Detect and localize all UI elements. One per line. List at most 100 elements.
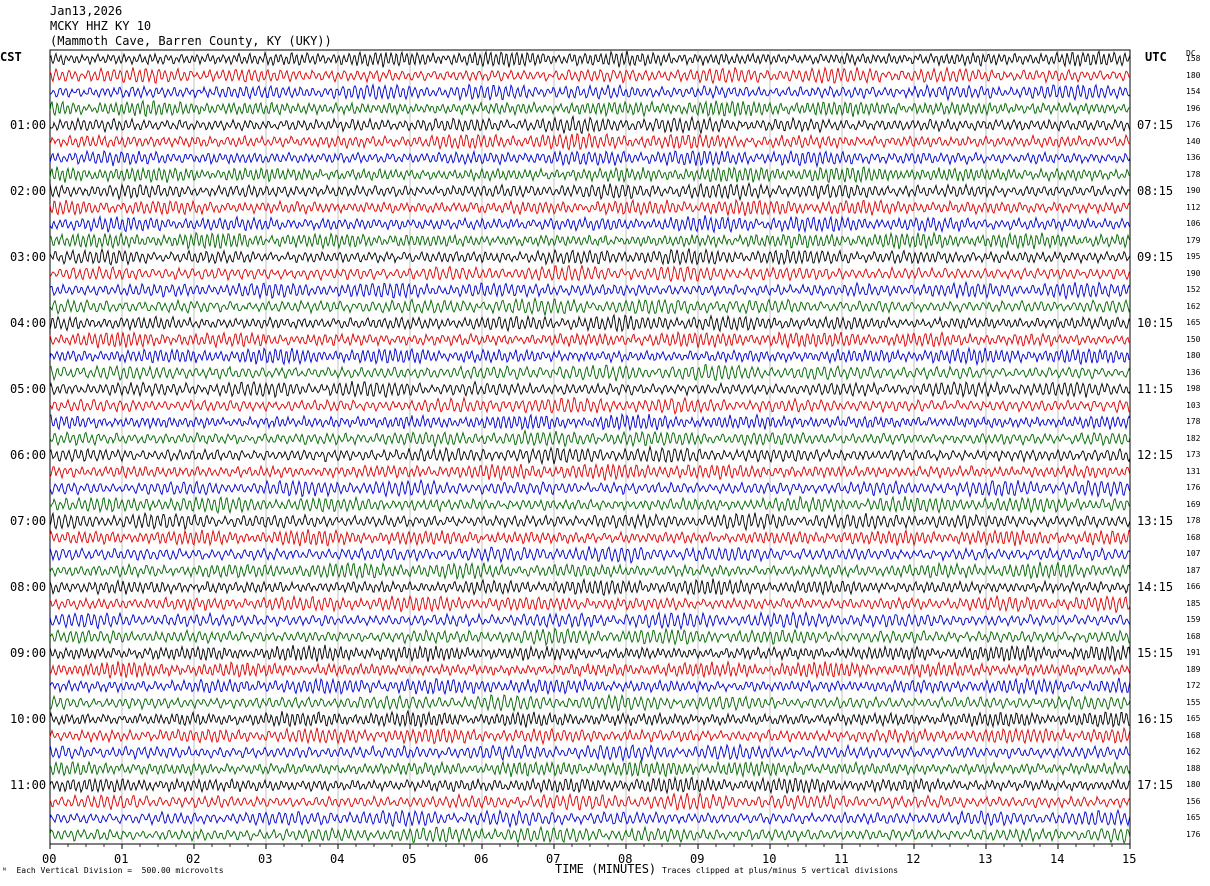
seismic-trace	[49, 825, 1131, 844]
seismic-trace	[49, 775, 1131, 795]
seismic-trace	[49, 528, 1131, 547]
station-location: (Mammoth Cave, Barren County, KY (UKY))	[50, 34, 332, 48]
seismic-trace	[49, 445, 1131, 466]
right-hour-label: 17:15	[1137, 778, 1174, 793]
seismic-trace	[49, 726, 1131, 746]
dc-offset-value: 176	[1186, 483, 1201, 493]
seismic-trace	[49, 644, 1131, 663]
dc-offset-value: 166	[1186, 582, 1201, 592]
dc-offset-value: 198	[1186, 384, 1201, 394]
left-hour-label: 05:00	[10, 382, 47, 397]
seismic-trace	[49, 429, 1131, 449]
left-hour-label: 07:00	[10, 514, 47, 529]
x-tick-label: 12	[906, 852, 921, 866]
left-hour-label: 06:00	[10, 448, 47, 463]
dc-offset-value: 195	[1186, 252, 1201, 262]
dc-offset-value: 155	[1186, 697, 1201, 707]
left-hour-label: 10:00	[10, 712, 47, 727]
dc-offset-value: 156	[1186, 796, 1201, 806]
dc-offset-value: 180	[1186, 780, 1201, 790]
dc-offset-value: 190	[1186, 268, 1201, 278]
dc-offset-value: 178	[1186, 516, 1201, 526]
dc-offset-value: 196	[1186, 103, 1201, 113]
dc-offset-value: 165	[1186, 318, 1201, 328]
seismic-trace	[49, 247, 1131, 266]
dc-offset-value: 162	[1186, 747, 1201, 757]
dc-offset-value: 165	[1186, 813, 1201, 823]
x-tick-label: 00	[42, 852, 57, 866]
seismic-trace	[49, 577, 1131, 597]
seismic-trace	[49, 792, 1131, 811]
plot-date: Jan13,2026	[50, 4, 123, 18]
seismic-trace	[49, 478, 1131, 499]
x-tick-label: 02	[186, 852, 201, 866]
x-tick-label: 04	[330, 852, 345, 866]
seismic-trace	[49, 495, 1131, 515]
left-hour-label: 09:00	[10, 646, 47, 661]
x-tick-label: 15	[1122, 852, 1137, 866]
right-hour-label: 11:15	[1137, 382, 1174, 397]
dc-offset-value: 176	[1186, 120, 1201, 130]
dc-offset-value: 179	[1186, 235, 1201, 245]
dc-offset-value: 162	[1186, 301, 1201, 311]
dc-offset-value: 150	[1186, 334, 1201, 344]
seismic-trace	[49, 214, 1131, 234]
seismic-trace	[49, 346, 1131, 367]
seismic-trace	[49, 660, 1131, 679]
seismic-trace	[49, 758, 1131, 779]
seismic-trace	[49, 50, 1131, 68]
x-tick-label: 08	[618, 852, 633, 866]
dc-offset-value: 131	[1186, 466, 1201, 476]
dc-offset-value: 168	[1186, 631, 1201, 641]
dc-offset-value: 187	[1186, 565, 1201, 575]
x-tick-label: 07	[546, 852, 561, 866]
left-hour-label: 03:00	[10, 250, 47, 265]
x-tick-label: 01	[114, 852, 129, 866]
x-tick-label: 14	[1050, 852, 1065, 866]
right-hour-label: 13:15	[1137, 514, 1174, 529]
seismic-trace	[49, 693, 1131, 713]
dc-offset-value: 103	[1186, 400, 1201, 410]
seismic-trace	[49, 594, 1131, 614]
dc-offset-value: 188	[1186, 763, 1201, 773]
dc-offset-value: 106	[1186, 219, 1201, 229]
dc-offset-value: 178	[1186, 417, 1201, 427]
x-tick-label: 05	[402, 852, 417, 866]
left-hour-label: 04:00	[10, 316, 47, 331]
footer-clip-note: Traces clipped at plus/minus 5 vertical …	[662, 866, 899, 875]
seismic-trace	[49, 166, 1131, 184]
right-hour-label: 10:15	[1137, 316, 1174, 331]
seismic-trace	[49, 545, 1131, 564]
seismic-trace	[49, 114, 1131, 135]
dc-offset-value: 159	[1186, 615, 1201, 625]
seismic-trace	[49, 280, 1131, 301]
dc-offset-value: 178	[1186, 169, 1201, 179]
seismic-trace	[49, 149, 1131, 169]
dc-offset-value: 158	[1186, 54, 1201, 64]
dc-offset-value: 172	[1186, 681, 1201, 691]
right-hour-label: 14:15	[1137, 580, 1174, 595]
dc-offset-value: 136	[1186, 153, 1201, 163]
seismic-trace	[49, 610, 1131, 631]
right-hour-label: 09:15	[1137, 250, 1174, 265]
x-axis-label: TIME (MINUTES)	[555, 862, 657, 876]
dc-offset-value: 168	[1186, 532, 1201, 542]
left-hour-label: 08:00	[10, 580, 47, 595]
dc-offset-value: 154	[1186, 87, 1201, 97]
left-hour-label: 01:00	[10, 118, 47, 133]
footer-scale: ᴺ Each Vertical Division = 500.00 microv…	[2, 866, 224, 875]
dc-offset-value: 182	[1186, 433, 1201, 443]
dc-offset-value: 107	[1186, 549, 1201, 559]
seismic-trace	[49, 132, 1131, 151]
seismic-trace	[49, 627, 1131, 647]
x-tick-label: 11	[834, 852, 849, 866]
dc-offset-value: 152	[1186, 285, 1201, 295]
seismic-trace	[49, 83, 1131, 102]
seismic-trace	[49, 808, 1131, 829]
right-timezone-label: UTC	[1145, 50, 1167, 64]
left-timezone-label: CST	[0, 50, 22, 64]
right-hour-label: 08:15	[1137, 184, 1174, 199]
station-code: MCKY HHZ KY 10	[50, 19, 152, 33]
x-tick-label: 09	[690, 852, 705, 866]
dc-offset-value: 140	[1186, 136, 1201, 146]
